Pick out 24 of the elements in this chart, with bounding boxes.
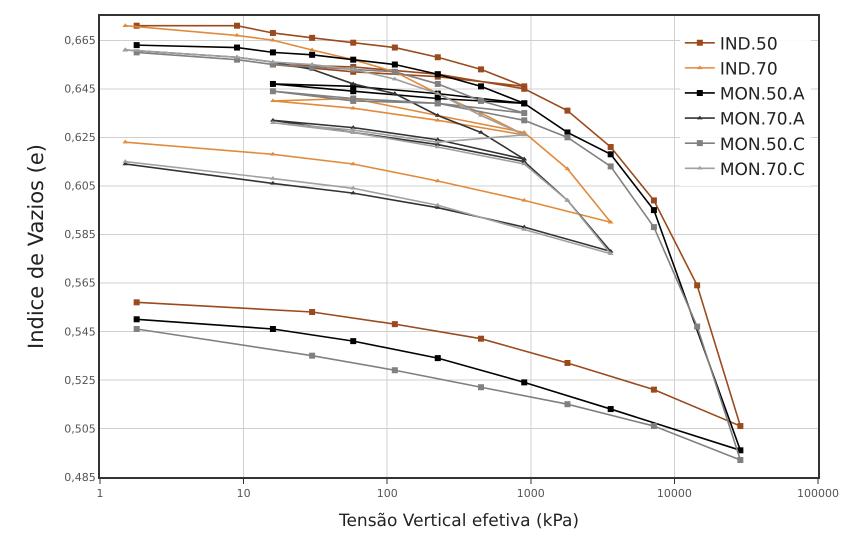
legend-label: IND.70 xyxy=(720,60,778,80)
x-tick-label: 10000 xyxy=(656,487,692,500)
y-tick-label: 0,565 xyxy=(64,276,96,290)
y-axis-title: Indice de Vazios (e) xyxy=(24,144,48,349)
legend-label: MON.70.A xyxy=(720,110,806,130)
y-tick-label: 0,605 xyxy=(64,180,96,193)
x-axis-title: Tensão Vertical efetiva (kPa) xyxy=(338,511,580,532)
y-tick-label: 0,645 xyxy=(64,82,96,96)
x-tick-label: 1000 xyxy=(516,487,545,500)
x-tick-label: 100000 xyxy=(797,487,839,500)
x-tick-label: 100 xyxy=(376,487,398,500)
y-tick-label: 0,625 xyxy=(64,131,96,144)
y-tick-label: 0,665 xyxy=(64,34,96,48)
x-tick-label: 10 xyxy=(236,487,251,500)
x-tick-label: 1 xyxy=(96,487,104,500)
y-tick-label: 0,485 xyxy=(64,470,96,484)
legend-label: MON.50.C xyxy=(720,134,805,155)
y-tick-label: 0,525 xyxy=(64,374,96,387)
legend-label: MON.70.C xyxy=(720,160,805,180)
y-tick-label: 0,545 xyxy=(64,325,96,338)
y-tick-label: 0,505 xyxy=(64,422,96,436)
y-tick-label: 0,585 xyxy=(64,228,96,242)
legend-label: MON.50.A xyxy=(720,84,806,105)
legend-label: IND.50 xyxy=(720,34,778,54)
